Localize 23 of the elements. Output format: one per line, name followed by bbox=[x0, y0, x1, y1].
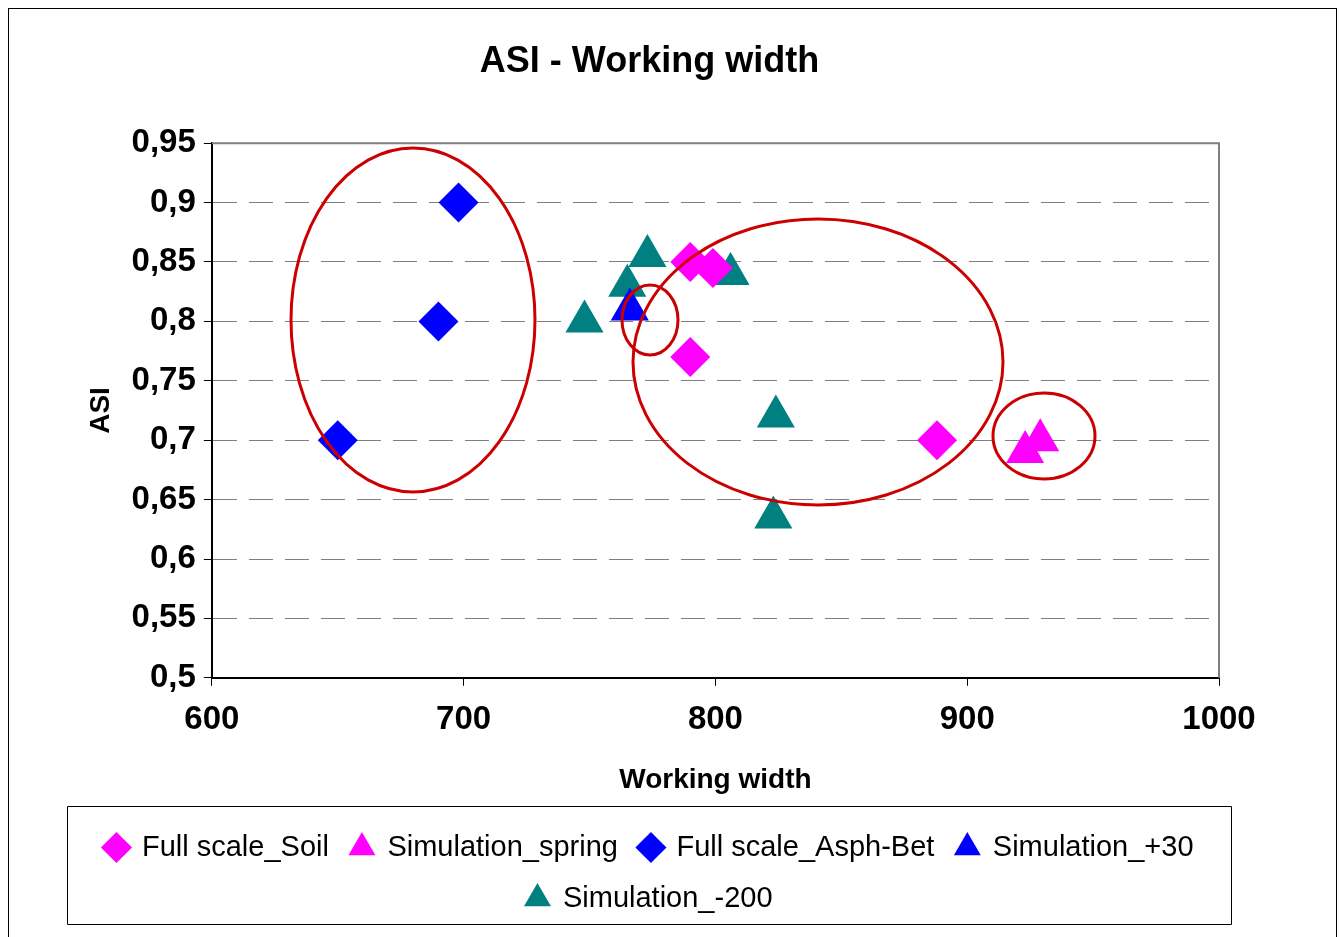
legend-label: Simulation_spring bbox=[387, 829, 618, 862]
y-tick-label: 0,75 bbox=[131, 359, 196, 397]
y-tick-label: 0,65 bbox=[131, 478, 196, 516]
y-tick-label: 0,8 bbox=[149, 300, 196, 338]
x-tick-label: 800 bbox=[687, 698, 743, 736]
x-axis-title: Working width bbox=[619, 762, 812, 794]
y-tick-label: 0,6 bbox=[149, 538, 196, 576]
y-tick-label: 0,85 bbox=[131, 241, 196, 279]
legend-label: Full scale_Asph-Bet bbox=[676, 829, 935, 862]
legend-label: Full scale_Soil bbox=[141, 829, 329, 862]
y-tick-label: 0,7 bbox=[149, 419, 196, 457]
y-axis-title: ASI bbox=[83, 387, 115, 434]
y-tick-label: 0,55 bbox=[131, 597, 196, 635]
x-tick-label: 1000 bbox=[1182, 698, 1256, 736]
x-tick-label: 900 bbox=[939, 698, 995, 736]
y-tick-label: 0,95 bbox=[131, 122, 196, 160]
legend-label: Simulation_+30 bbox=[992, 829, 1194, 862]
x-tick-label: 700 bbox=[436, 698, 492, 736]
x-tick-label: 600 bbox=[184, 698, 240, 736]
y-tick-label: 0,9 bbox=[149, 181, 196, 219]
legend-label: Simulation_-200 bbox=[562, 880, 773, 913]
chart-title: ASI - Working width bbox=[479, 38, 820, 80]
y-tick-label: 0,5 bbox=[149, 656, 196, 694]
